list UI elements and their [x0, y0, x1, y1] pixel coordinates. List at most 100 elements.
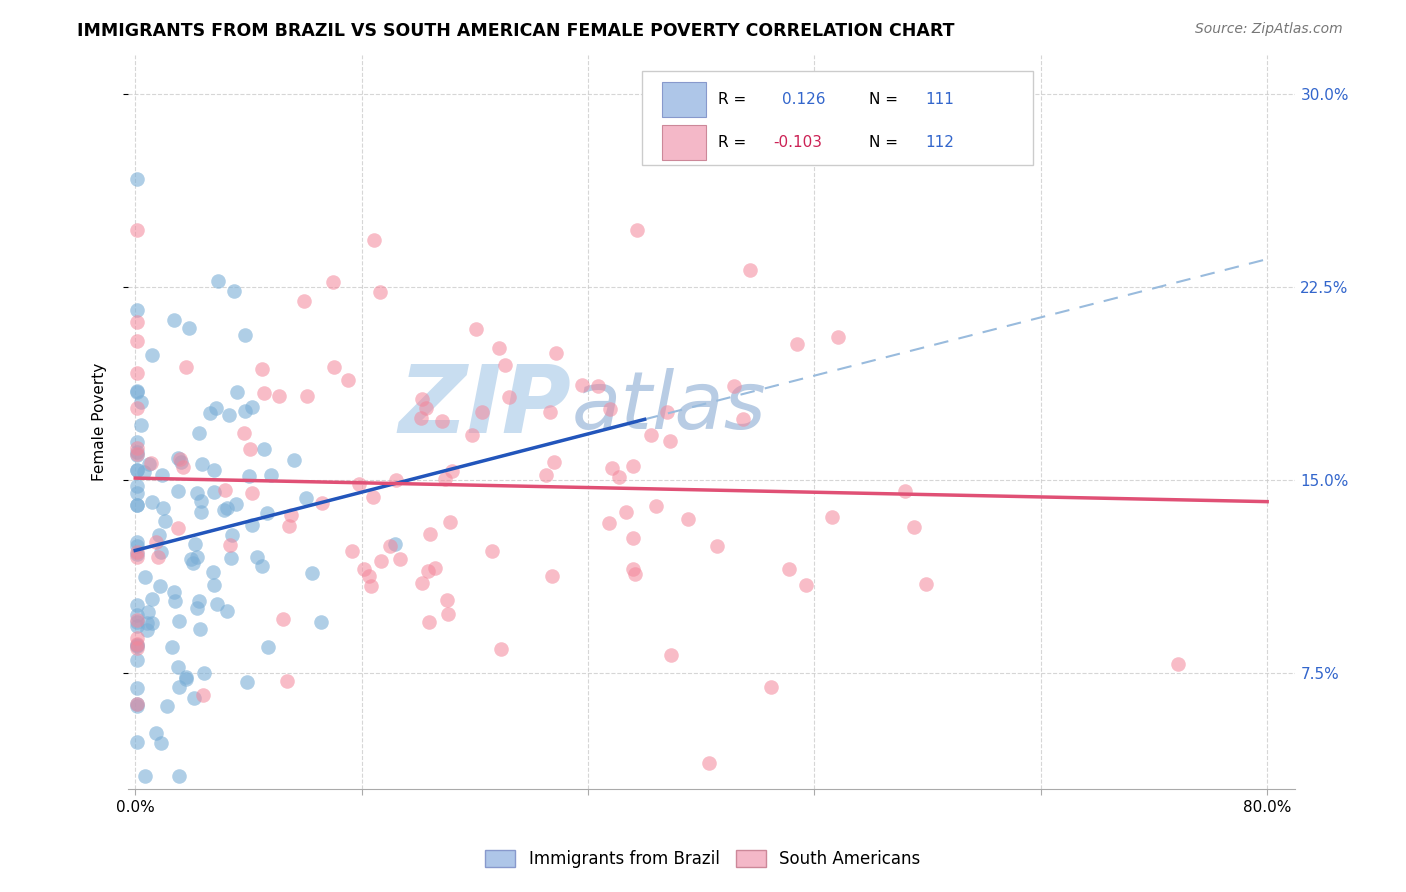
- Point: [184, 537, 207, 551]
- Point: [169, 769, 191, 783]
- Y-axis label: Female Poverty: Female Poverty: [93, 363, 107, 482]
- Point: [145, 535, 167, 549]
- Point: [723, 379, 745, 393]
- Point: [257, 640, 280, 654]
- Point: [156, 699, 179, 714]
- Point: [174, 670, 197, 684]
- Point: [340, 544, 363, 558]
- Point: [138, 605, 160, 619]
- Point: [409, 410, 432, 425]
- Point: [125, 607, 148, 622]
- Point: [242, 400, 264, 414]
- Point: [235, 675, 257, 690]
- Point: [385, 473, 408, 487]
- Point: [588, 379, 610, 393]
- Point: [621, 459, 644, 474]
- Point: [359, 569, 381, 583]
- Point: [214, 502, 236, 516]
- Point: [738, 263, 761, 277]
- Point: [250, 558, 273, 573]
- Point: [260, 467, 283, 482]
- Point: [626, 222, 648, 236]
- Point: [183, 691, 205, 706]
- Point: [125, 637, 148, 651]
- Point: [337, 373, 360, 387]
- Point: [733, 411, 755, 425]
- Point: [436, 593, 458, 607]
- Point: [301, 566, 323, 581]
- Point: [125, 434, 148, 449]
- Point: [353, 561, 375, 575]
- Point: [170, 455, 193, 469]
- Point: [200, 406, 222, 420]
- Point: [141, 495, 163, 509]
- Point: [149, 579, 172, 593]
- Point: [464, 321, 486, 335]
- Point: [202, 484, 225, 499]
- Point: [423, 561, 446, 575]
- Point: [232, 425, 254, 440]
- Point: [125, 698, 148, 713]
- Point: [163, 312, 186, 326]
- Point: [621, 532, 644, 546]
- Point: [186, 549, 208, 564]
- Point: [148, 528, 170, 542]
- Point: [125, 697, 148, 711]
- Point: [295, 389, 318, 403]
- Point: [125, 315, 148, 329]
- Point: [246, 549, 269, 564]
- Point: [419, 526, 441, 541]
- Point: [439, 516, 461, 530]
- Point: [494, 358, 516, 372]
- Point: [188, 593, 211, 607]
- Point: [471, 405, 494, 419]
- Point: [322, 275, 344, 289]
- Point: [125, 172, 148, 186]
- Point: [125, 223, 148, 237]
- Point: [125, 545, 148, 559]
- Point: [125, 640, 148, 655]
- Point: [222, 284, 245, 298]
- Point: [388, 552, 411, 566]
- Point: [141, 592, 163, 607]
- Point: [226, 385, 249, 400]
- Point: [543, 455, 565, 469]
- Point: [361, 490, 384, 504]
- Point: [179, 321, 201, 335]
- Point: [125, 498, 148, 512]
- Point: [125, 619, 148, 633]
- Point: [125, 401, 148, 415]
- Point: [416, 564, 439, 578]
- Point: [238, 442, 260, 456]
- Point: [219, 538, 242, 552]
- Point: [167, 450, 190, 465]
- Point: [167, 615, 190, 629]
- Point: [125, 441, 148, 455]
- Point: [125, 539, 148, 553]
- Text: R =: R =: [717, 135, 751, 150]
- Point: [125, 303, 148, 318]
- Point: [658, 434, 681, 448]
- Point: [363, 233, 385, 247]
- Point: [759, 680, 782, 694]
- Point: [125, 653, 148, 667]
- Text: 112: 112: [925, 135, 955, 150]
- Point: [240, 486, 263, 500]
- Point: [191, 688, 214, 702]
- Point: [640, 428, 662, 442]
- Point: [903, 520, 925, 534]
- Point: [349, 476, 371, 491]
- Text: N =: N =: [869, 92, 903, 107]
- Point: [217, 604, 239, 618]
- Point: [786, 337, 808, 351]
- Point: [125, 535, 148, 549]
- Point: [167, 483, 190, 498]
- Point: [125, 445, 148, 459]
- Point: [256, 506, 278, 520]
- Point: [280, 508, 302, 522]
- Point: [283, 453, 305, 467]
- Point: [434, 472, 457, 486]
- Point: [125, 639, 148, 653]
- Point: [384, 537, 406, 551]
- Point: [437, 607, 460, 621]
